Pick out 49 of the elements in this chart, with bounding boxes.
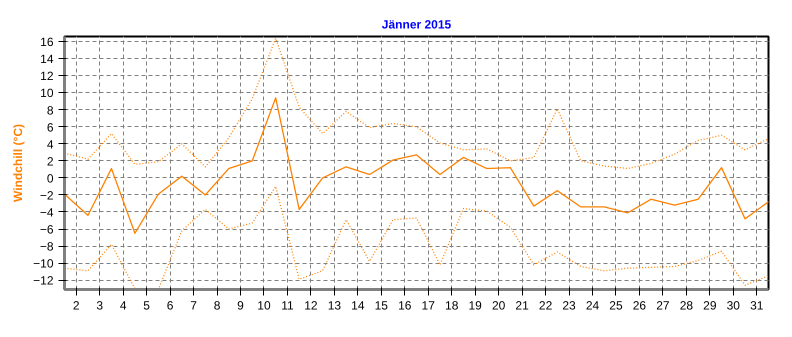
y-tick-label: 0 xyxy=(46,171,54,186)
x-tick-label: 11 xyxy=(281,298,294,312)
x-tick-label: 18 xyxy=(445,298,459,312)
y-axis-title: Windchill (°C) xyxy=(11,124,26,202)
y-tick-label: −2 xyxy=(40,188,54,202)
x-tick-label: 30 xyxy=(726,298,740,312)
x-tick-label: 22 xyxy=(538,298,553,312)
x-tick-label: 24 xyxy=(586,298,600,312)
x-tick-label: 31 xyxy=(750,298,764,312)
x-tick-label: 6 xyxy=(166,298,174,312)
x-tick-label: 2 xyxy=(72,298,80,312)
x-tick-label: 13 xyxy=(328,298,342,312)
x-tick-label: 4 xyxy=(120,298,127,312)
line-series xyxy=(64,38,768,170)
x-tick-label: 27 xyxy=(656,298,670,312)
y-tick-label: 10 xyxy=(40,86,54,100)
x-tick-label: 15 xyxy=(374,298,388,312)
y-tick-label: 4 xyxy=(46,137,54,152)
x-tick-label: 10 xyxy=(257,298,271,312)
x-tick-label: 19 xyxy=(468,298,482,312)
x-tick-label: 14 xyxy=(351,298,365,312)
x-tick-label: 23 xyxy=(562,298,576,312)
x-tick-label: 25 xyxy=(609,298,623,312)
y-tick-label: −12 xyxy=(33,274,54,288)
x-tick-label: 9 xyxy=(237,298,244,312)
x-tick-label: 8 xyxy=(214,298,221,312)
x-tick-label: 21 xyxy=(515,298,530,312)
x-tick-label: 28 xyxy=(680,298,694,312)
x-tick-label: 5 xyxy=(143,298,150,312)
x-tick-label: 17 xyxy=(422,298,436,312)
y-tick-label: −10 xyxy=(33,256,54,271)
y-tick-label: −8 xyxy=(40,240,54,254)
y-tick-label: −6 xyxy=(40,222,54,237)
y-tick-label: 8 xyxy=(46,103,54,118)
x-tick-label: 20 xyxy=(492,298,506,312)
chart-title: Jänner 2015 xyxy=(382,18,452,32)
y-tick-label: −4 xyxy=(40,205,54,220)
y-tick-label: 12 xyxy=(40,69,54,84)
x-tick-label: 7 xyxy=(190,298,198,312)
x-tick-label: 29 xyxy=(703,298,717,312)
line-series xyxy=(64,97,768,234)
y-tick-label: 6 xyxy=(46,120,54,134)
x-tick-label: 16 xyxy=(398,298,412,312)
y-tick-label: 16 xyxy=(40,35,54,50)
x-tick-label: 3 xyxy=(96,298,104,312)
x-tick-label: 26 xyxy=(632,298,646,312)
x-tick-label: 12 xyxy=(304,298,318,312)
y-tick-label: 2 xyxy=(46,154,54,168)
y-tick-label: 14 xyxy=(40,52,54,66)
